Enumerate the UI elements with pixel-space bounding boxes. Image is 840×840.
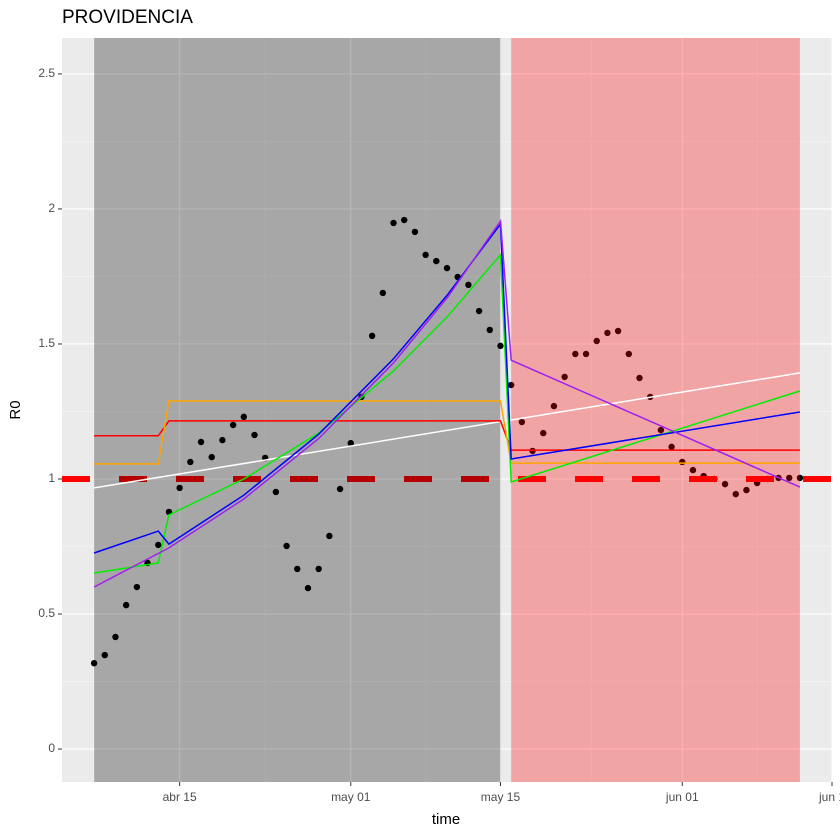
y-tick-label: 1 bbox=[48, 471, 55, 485]
data-point bbox=[614, 327, 622, 335]
data-point bbox=[401, 216, 408, 224]
data-point bbox=[219, 436, 226, 444]
data-point bbox=[582, 350, 590, 358]
data-point bbox=[475, 307, 483, 315]
data-point bbox=[240, 413, 248, 421]
data-point bbox=[251, 431, 258, 439]
data-point bbox=[721, 480, 729, 488]
series-line bbox=[94, 420, 800, 451]
series-line bbox=[93, 252, 801, 574]
data-point bbox=[561, 373, 568, 381]
series-line bbox=[94, 400, 800, 465]
data-point bbox=[187, 458, 194, 466]
data-point bbox=[518, 418, 526, 426]
data-point bbox=[122, 601, 130, 609]
data-point bbox=[443, 264, 451, 272]
data-point bbox=[636, 374, 643, 382]
chart-title: PROVIDENCIA bbox=[62, 7, 193, 28]
data-point bbox=[112, 633, 119, 641]
shaded-region bbox=[511, 38, 800, 782]
data-point bbox=[411, 228, 419, 236]
data-point bbox=[176, 484, 183, 492]
data-point bbox=[657, 426, 665, 434]
data-point bbox=[732, 490, 739, 498]
series-line bbox=[93, 372, 801, 489]
panel bbox=[62, 38, 832, 782]
data-point bbox=[743, 486, 750, 494]
data-point bbox=[529, 447, 536, 455]
data-point bbox=[336, 485, 344, 493]
x-tick-label: jun 01 bbox=[665, 790, 699, 804]
data-point bbox=[304, 584, 312, 592]
data-point bbox=[550, 402, 558, 410]
y-axis-label: R0 bbox=[7, 400, 24, 419]
data-point bbox=[604, 329, 611, 337]
data-point bbox=[486, 326, 493, 334]
data-point bbox=[155, 541, 162, 549]
data-point bbox=[465, 281, 472, 289]
data-point bbox=[229, 421, 237, 429]
series-line bbox=[93, 221, 801, 554]
x-tick-label: jun 1 bbox=[818, 790, 840, 804]
data-point bbox=[315, 565, 322, 573]
data-point bbox=[294, 565, 301, 573]
y-tick-label: 0 bbox=[48, 741, 55, 755]
data-point bbox=[90, 659, 98, 667]
data-point bbox=[433, 257, 440, 265]
data-point bbox=[786, 474, 793, 482]
series-line bbox=[93, 218, 801, 588]
data-point bbox=[390, 219, 397, 227]
data-point bbox=[625, 350, 633, 358]
data-point bbox=[796, 474, 804, 482]
data-point bbox=[593, 337, 600, 345]
shaded-region bbox=[94, 38, 501, 782]
y-tick-label: 0.5 bbox=[38, 606, 55, 620]
y-tick-label: 2 bbox=[48, 201, 55, 215]
data-point bbox=[422, 251, 429, 259]
data-point bbox=[668, 443, 675, 451]
data-point bbox=[208, 453, 215, 461]
data-point bbox=[197, 438, 205, 446]
data-point bbox=[133, 583, 141, 591]
y-tick-label: 1.5 bbox=[38, 336, 55, 350]
data-point bbox=[497, 342, 504, 350]
y-tick-label: 2.5 bbox=[38, 66, 55, 80]
data-point bbox=[272, 488, 280, 496]
data-point bbox=[326, 532, 333, 540]
data-point bbox=[368, 332, 376, 340]
data-point bbox=[689, 466, 697, 474]
data-point bbox=[379, 289, 387, 297]
data-point bbox=[540, 429, 547, 437]
x-axis-label: time bbox=[432, 811, 460, 828]
x-tick-label: may 01 bbox=[331, 790, 371, 804]
x-tick-label: abr 15 bbox=[163, 790, 197, 804]
data-point bbox=[283, 542, 290, 550]
data-point bbox=[572, 350, 579, 358]
x-tick-label: may 15 bbox=[481, 790, 521, 804]
data-point bbox=[507, 381, 515, 389]
data-point bbox=[347, 439, 354, 447]
data-point bbox=[101, 651, 108, 659]
